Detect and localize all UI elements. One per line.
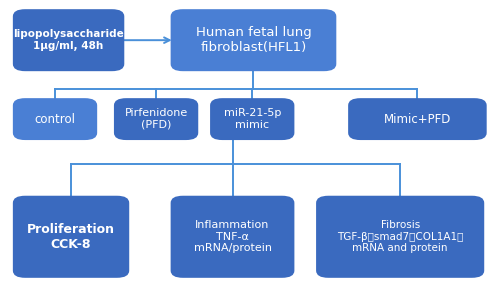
FancyBboxPatch shape	[13, 196, 129, 278]
FancyBboxPatch shape	[170, 9, 336, 71]
FancyBboxPatch shape	[348, 98, 486, 140]
Text: control: control	[34, 113, 76, 126]
Text: lipopolysaccharide
1μg/ml, 48h: lipopolysaccharide 1μg/ml, 48h	[13, 29, 124, 51]
FancyBboxPatch shape	[316, 196, 484, 278]
Text: Mimic+PFD: Mimic+PFD	[384, 113, 451, 126]
Text: Inflammation
TNF-α
mRNA/protein: Inflammation TNF-α mRNA/protein	[194, 220, 272, 253]
FancyBboxPatch shape	[114, 98, 198, 140]
FancyBboxPatch shape	[13, 98, 97, 140]
Text: Proliferation
CCK-8: Proliferation CCK-8	[27, 223, 115, 251]
Text: Pirfenidone
(PFD): Pirfenidone (PFD)	[124, 108, 188, 130]
Text: Fibrosis
TGF-β、smad7、COL1A1、
mRNA and protein: Fibrosis TGF-β、smad7、COL1A1、 mRNA and pr…	[337, 220, 464, 253]
FancyBboxPatch shape	[170, 196, 294, 278]
Text: Human fetal lung
fibroblast(HFL1): Human fetal lung fibroblast(HFL1)	[196, 26, 312, 54]
FancyBboxPatch shape	[13, 9, 124, 71]
FancyBboxPatch shape	[210, 98, 294, 140]
Text: miR-21-5p
mimic: miR-21-5p mimic	[224, 108, 281, 130]
